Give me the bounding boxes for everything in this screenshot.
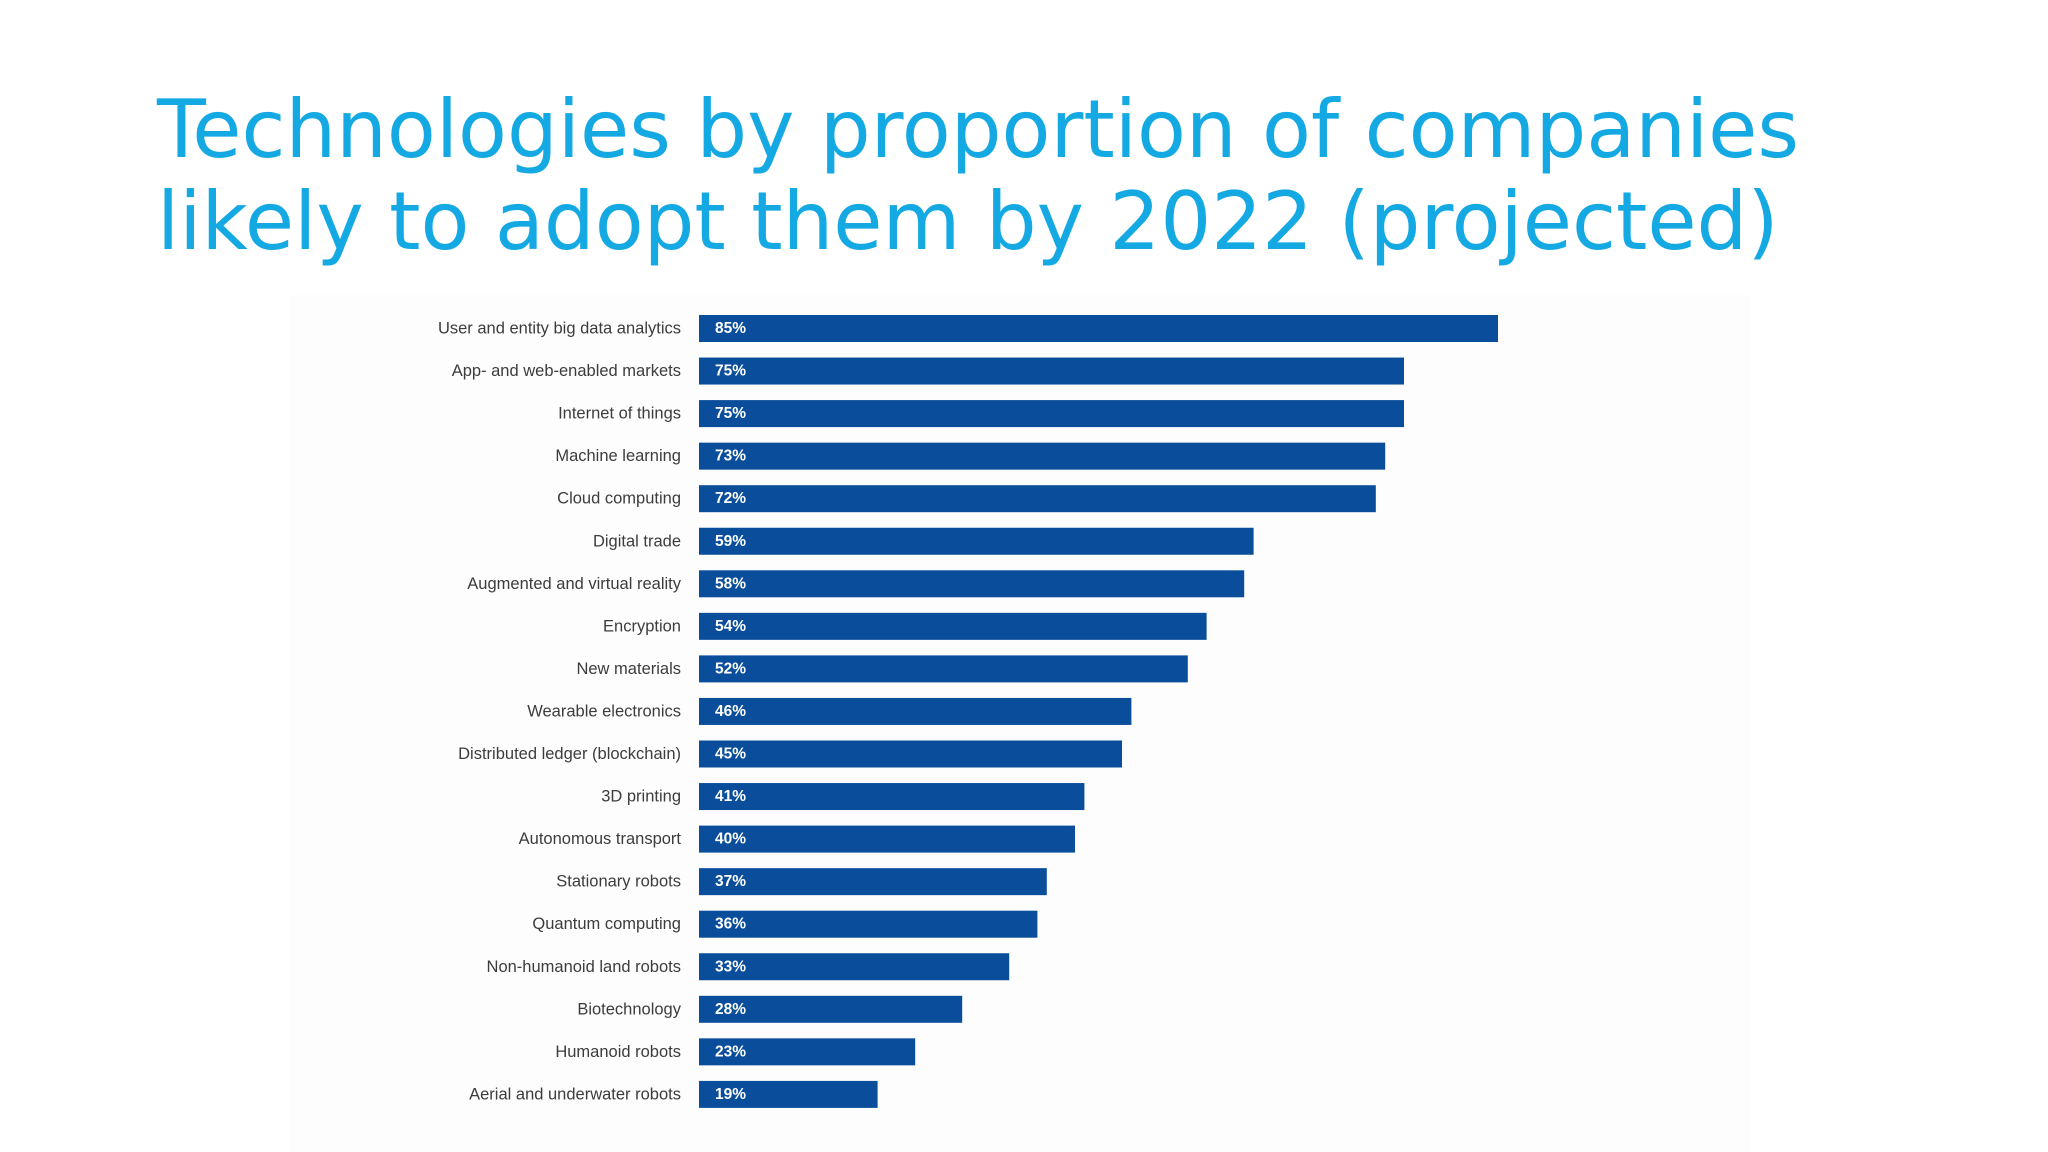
bar — [699, 655, 1188, 683]
bar-value-label: 85% — [715, 320, 746, 337]
bar — [699, 995, 963, 1023]
category-label: Wearable electronics — [527, 702, 681, 720]
slide-title-line-2: likely to adopt them by 2022 (projected) — [157, 175, 1779, 268]
bar-value-label: 52% — [715, 660, 746, 677]
bar-value-label: 28% — [715, 1001, 746, 1018]
bar — [699, 1080, 878, 1108]
bar — [699, 612, 1207, 640]
bar — [699, 953, 1010, 981]
category-label: Augmented and virtual reality — [467, 575, 681, 593]
bar-value-label: 75% — [715, 405, 746, 422]
category-label: Quantum computing — [532, 915, 681, 933]
bar-value-label: 46% — [715, 703, 746, 720]
category-label: 3D printing — [601, 788, 681, 806]
slide-title: Technologies by proportion of companies … — [157, 84, 1957, 268]
category-label: Internet of things — [558, 405, 681, 423]
bar — [699, 400, 1404, 428]
bar-value-label: 41% — [715, 788, 746, 805]
bar-value-label: 23% — [715, 1043, 746, 1060]
slide-title-line-1: Technologies by proportion of companies — [157, 83, 1800, 176]
bar-value-label: 36% — [715, 916, 746, 933]
category-label: User and entity big data analytics — [438, 320, 681, 338]
category-label: Machine learning — [555, 447, 681, 465]
bar-value-label: 19% — [715, 1086, 746, 1103]
bar-value-label: 59% — [715, 533, 746, 550]
chart-panel: User and entity big data analytics 85% App… — [290, 295, 1750, 1152]
bar — [699, 315, 1498, 342]
category-label: Biotechnology — [577, 1000, 681, 1018]
bar-value-label: 40% — [715, 831, 746, 848]
bar-value-label: 75% — [715, 363, 746, 380]
bar — [699, 910, 1038, 938]
bar-value-label: 33% — [715, 958, 746, 975]
category-label: Humanoid robots — [555, 1043, 681, 1061]
category-label: Autonomous transport — [519, 830, 682, 848]
bar — [699, 442, 1386, 470]
bar — [699, 697, 1132, 725]
category-label: Encryption — [603, 617, 681, 635]
bar — [699, 485, 1376, 513]
bar — [699, 527, 1254, 555]
bar — [699, 783, 1085, 811]
bar — [699, 868, 1047, 896]
bar-value-label: 58% — [715, 575, 746, 592]
bar — [699, 1038, 916, 1066]
category-label: New materials — [576, 660, 681, 678]
bar-value-label: 73% — [715, 448, 746, 465]
category-label: Aerial and underwater robots — [469, 1085, 681, 1103]
bar-value-label: 54% — [715, 618, 746, 635]
bar-value-label: 72% — [715, 490, 746, 507]
category-label: Distributed ledger (blockchain) — [458, 745, 681, 763]
category-label: App- and web-enabled markets — [452, 362, 681, 380]
bar — [699, 357, 1404, 385]
bar — [699, 740, 1122, 768]
category-label: Cloud computing — [557, 490, 681, 508]
bar — [699, 570, 1245, 598]
category-label: Stationary robots — [556, 873, 681, 891]
bar-value-label: 45% — [715, 746, 746, 763]
bar — [699, 825, 1075, 853]
bar-value-label: 37% — [715, 873, 746, 890]
category-label: Digital trade — [593, 532, 681, 550]
category-label: Non-humanoid land robots — [487, 958, 681, 976]
bar-chart: User and entity big data analytics 85% App… — [438, 315, 1498, 1108]
